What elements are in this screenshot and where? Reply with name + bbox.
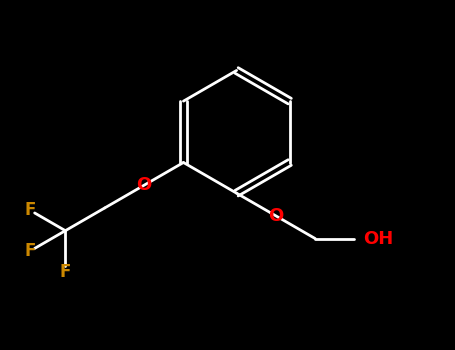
Text: O: O: [136, 176, 152, 194]
Text: OH: OH: [363, 230, 393, 248]
Text: F: F: [24, 201, 35, 219]
Text: F: F: [60, 262, 71, 281]
Text: F: F: [24, 242, 35, 260]
Text: O: O: [268, 207, 283, 225]
